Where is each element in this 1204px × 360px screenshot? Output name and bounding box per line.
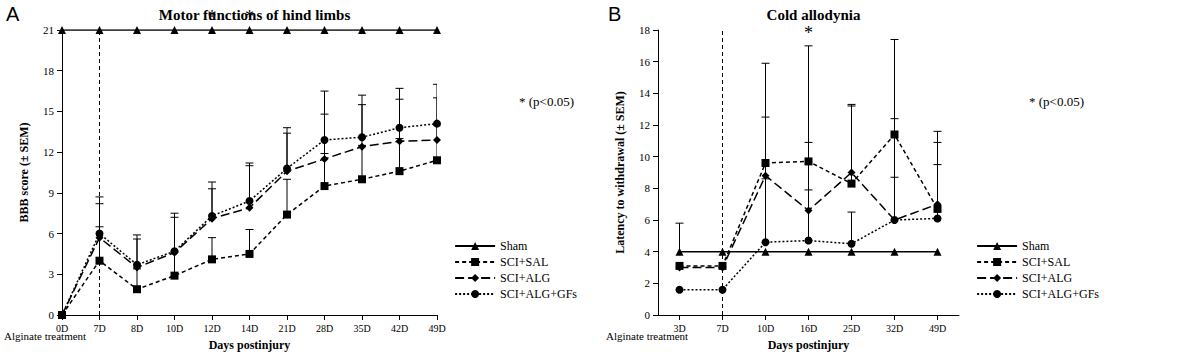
svg-text:15: 15 xyxy=(43,105,55,117)
svg-text:10: 10 xyxy=(639,151,651,163)
svg-text:35D: 35D xyxy=(353,323,370,334)
svg-text:12: 12 xyxy=(43,146,54,158)
svg-text:3: 3 xyxy=(49,268,55,280)
svg-text:SCI+SAL: SCI+SAL xyxy=(1022,255,1070,269)
svg-text:0: 0 xyxy=(49,309,55,321)
svg-text:16D: 16D xyxy=(800,323,817,334)
svg-text:Days postinjury: Days postinjury xyxy=(768,338,850,352)
svg-text:14: 14 xyxy=(639,87,651,99)
svg-text:14D: 14D xyxy=(241,323,258,334)
svg-text:SCI+SAL: SCI+SAL xyxy=(500,255,548,269)
svg-text:10D: 10D xyxy=(757,323,774,334)
svg-text:8D: 8D xyxy=(131,323,143,334)
svg-text:49D: 49D xyxy=(428,323,445,334)
svg-text:8: 8 xyxy=(645,182,651,194)
svg-text:0: 0 xyxy=(645,309,651,321)
svg-text:9: 9 xyxy=(49,187,55,199)
svg-text:7D: 7D xyxy=(93,323,105,334)
svg-text:12D: 12D xyxy=(203,323,220,334)
svg-text:4: 4 xyxy=(645,246,651,258)
svg-text:* (p<0.05): * (p<0.05) xyxy=(519,94,574,109)
svg-text:* (p<0.05): * (p<0.05) xyxy=(1029,94,1084,109)
svg-text:21D: 21D xyxy=(278,323,295,334)
svg-text:Sham: Sham xyxy=(1022,239,1050,253)
svg-text:BBB score (± SEM): BBB score (± SEM) xyxy=(17,122,31,222)
svg-text:18: 18 xyxy=(639,24,651,36)
svg-text:SCI+ALG+GFs: SCI+ALG+GFs xyxy=(500,287,577,301)
svg-text:A: A xyxy=(6,3,20,25)
svg-text:10D: 10D xyxy=(166,323,183,334)
svg-text:Alginate treatment: Alginate treatment xyxy=(606,329,689,342)
svg-text:B: B xyxy=(608,3,621,25)
svg-text:25D: 25D xyxy=(843,323,860,334)
svg-text:0D: 0D xyxy=(56,323,68,334)
svg-text:Days postinjury: Days postinjury xyxy=(209,338,291,352)
svg-text:SCI+ALG: SCI+ALG xyxy=(1022,271,1072,285)
svg-text:32D: 32D xyxy=(886,323,903,334)
svg-text:21: 21 xyxy=(43,24,54,36)
svg-text:2: 2 xyxy=(645,277,651,289)
svg-text:6: 6 xyxy=(49,228,55,240)
svg-text:3D: 3D xyxy=(673,323,685,334)
svg-text:18: 18 xyxy=(43,65,55,77)
svg-text:28D: 28D xyxy=(316,323,333,334)
svg-text:*: * xyxy=(804,23,813,43)
svg-text:Latency to withdrawal (± SEM): Latency to withdrawal (± SEM) xyxy=(613,91,627,254)
svg-text:49D: 49D xyxy=(929,323,946,334)
svg-text:42D: 42D xyxy=(391,323,408,334)
svg-text:SCI+ALG: SCI+ALG xyxy=(500,271,550,285)
svg-text:Sham: Sham xyxy=(500,239,528,253)
svg-text:Cold allodynia: Cold allodynia xyxy=(767,7,861,23)
svg-text:7D: 7D xyxy=(716,323,728,334)
svg-text:12: 12 xyxy=(639,119,650,131)
svg-text:Motor functions of hind limbs: Motor functions of hind limbs xyxy=(159,7,351,23)
svg-text:SCI+ALG+GFs: SCI+ALG+GFs xyxy=(1022,287,1099,301)
svg-text:Alginate treatment: Alginate treatment xyxy=(4,330,86,342)
svg-text:16: 16 xyxy=(639,56,651,68)
svg-text:6: 6 xyxy=(645,214,651,226)
